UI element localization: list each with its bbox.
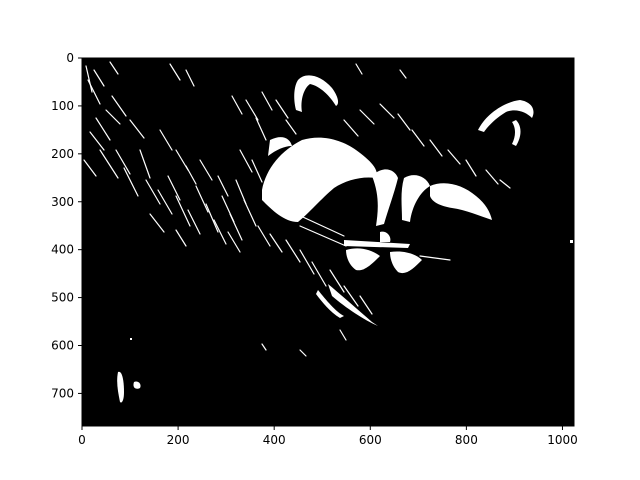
x-tick-label: 600 [359, 433, 382, 447]
image-highlights [117, 75, 573, 403]
left-face-highlight [262, 137, 377, 222]
image-plot [82, 58, 574, 426]
y-tick-label: 400 [51, 243, 74, 257]
y-tick-label: 700 [51, 386, 74, 400]
muzzle-highlight [346, 248, 380, 271]
x-tick-label: 200 [167, 433, 190, 447]
left-ear-highlight [294, 75, 339, 112]
lower-left-speck [117, 371, 124, 403]
axes-frame [81, 57, 575, 427]
x-tick-label: 0 [78, 433, 86, 447]
fur-strokes [83, 61, 511, 357]
y-tick-label: 0 [66, 51, 74, 65]
y-tick-label: 200 [51, 147, 74, 161]
right-ear-highlight [478, 100, 534, 132]
right-face-highlight [430, 183, 492, 220]
x-tick-label: 800 [455, 433, 478, 447]
x-tick-label: 400 [263, 433, 286, 447]
x-axis: 0 200 400 600 800 1000 [78, 426, 578, 447]
x-tick-label: 1000 [547, 433, 578, 447]
y-tick-label: 600 [51, 339, 74, 353]
y-tick-label: 300 [51, 195, 74, 209]
y-axis: 0 100 200 300 400 500 600 700 [51, 51, 82, 400]
y-tick-label: 500 [51, 291, 74, 305]
y-tick-label: 100 [51, 99, 74, 113]
